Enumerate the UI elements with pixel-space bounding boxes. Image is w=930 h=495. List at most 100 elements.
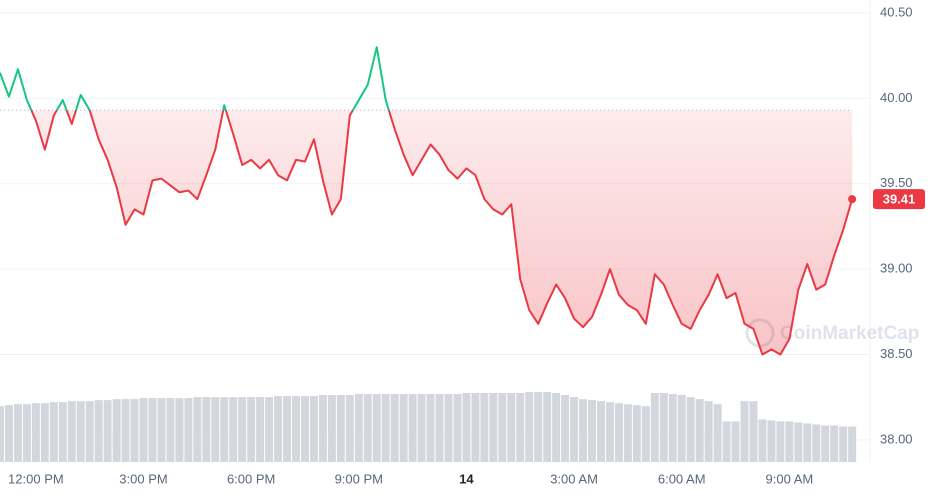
volume-bar: [94, 400, 103, 462]
volume-bar: [318, 395, 327, 462]
volume-bar: [390, 394, 399, 462]
volume-bar: [803, 423, 812, 462]
volume-bar: [713, 404, 722, 462]
volume-bar: [417, 394, 426, 462]
volume-bar: [309, 396, 318, 462]
volume-bar: [453, 394, 462, 462]
volume-bar: [211, 397, 220, 462]
volume-bar: [426, 394, 435, 462]
volume-bar: [229, 397, 238, 462]
volume-bar: [695, 399, 704, 462]
volume-bar: [471, 393, 480, 462]
volume-bar: [220, 397, 229, 462]
volume-bar: [794, 422, 803, 462]
volume-bar: [605, 402, 614, 462]
volume-bar: [507, 393, 516, 462]
volume-bar: [480, 393, 489, 462]
volume-bar: [641, 406, 650, 462]
volume-bar: [758, 419, 767, 462]
volume-bar: [58, 402, 67, 462]
volume-bar: [354, 394, 363, 462]
volume-bar: [659, 393, 668, 462]
volume-bar: [292, 396, 300, 462]
volume-bar: [327, 395, 336, 462]
price-badge: [873, 189, 925, 210]
volume-bar: [121, 399, 130, 462]
volume-bar: [345, 395, 354, 462]
volume-bar: [623, 404, 632, 462]
x-tick-label: 6:00 PM: [227, 471, 275, 486]
volume-bar: [650, 393, 659, 462]
volume-bar: [498, 393, 507, 462]
volume-bar: [722, 421, 731, 462]
volume-bar: [821, 425, 830, 462]
price-line: [0, 46, 854, 356]
volume-bar: [534, 392, 543, 462]
volume-bar: [31, 403, 40, 462]
volume-bar: [668, 394, 677, 462]
volume-bar: [525, 392, 534, 462]
volume-bar: [731, 421, 740, 462]
y-tick-label: 38.50: [880, 346, 913, 361]
volume-bar: [112, 399, 121, 462]
watermark-text: CoinMarketCap: [780, 323, 919, 344]
volume-bar: [193, 397, 202, 462]
x-tick-label: 6:00 AM: [658, 471, 706, 486]
x-tick-label: 3:00 PM: [119, 471, 167, 486]
volume-bar: [184, 398, 193, 462]
volume-bar: [76, 401, 85, 462]
volume-bar: [85, 401, 94, 462]
volume-bar: [740, 401, 749, 462]
volume-bar: [767, 420, 776, 462]
x-tick-label: 14: [459, 471, 474, 486]
volume-bar: [444, 394, 453, 462]
volume-bar: [614, 403, 623, 462]
volume-bar: [300, 396, 309, 462]
volume-bar: [175, 398, 184, 462]
y-tick-label: 38.00: [880, 431, 913, 446]
volume-bar: [489, 393, 498, 462]
volume-bar: [597, 401, 605, 462]
volume-bar: [552, 393, 561, 462]
last-point: [848, 195, 857, 204]
volume-bar: [399, 394, 408, 462]
x-tick-label: 3:00 AM: [550, 471, 598, 486]
volume-bar: [704, 401, 713, 462]
volume-bar: [67, 401, 76, 462]
volume-bar: [247, 397, 256, 462]
volume-bar: [381, 394, 390, 462]
volume-bar: [830, 425, 839, 462]
volume-bar: [785, 421, 794, 462]
volume-bar: [103, 400, 112, 462]
volume-bar: [632, 405, 641, 462]
volume-bar: [265, 397, 274, 462]
volume-bar: [839, 426, 848, 462]
volume-bar: [561, 395, 570, 462]
volume-bar: [579, 399, 588, 462]
volume-bar: [139, 398, 148, 462]
y-tick-label: 40.00: [880, 90, 913, 105]
volume-bar: [776, 421, 785, 462]
volume-bar: [0, 406, 4, 462]
y-tick-label: 39.00: [880, 261, 913, 276]
volume-bar: [256, 397, 265, 462]
volume-bar: [22, 404, 31, 462]
volume-bar: [336, 395, 345, 462]
volume-bar: [49, 402, 58, 462]
volume-bar: [202, 397, 211, 462]
volume-bar: [363, 394, 372, 462]
volume-bar: [238, 397, 247, 462]
volume-bar: [677, 395, 686, 462]
volume-bar: [166, 398, 175, 462]
volume-bar: [283, 396, 292, 462]
volume-bar: [588, 400, 597, 462]
x-tick-label: 12:00 PM: [8, 471, 64, 486]
volume-bar: [13, 404, 22, 462]
x-tick-label: 9:00 AM: [766, 471, 814, 486]
volume-bar: [274, 396, 283, 462]
volume-bar: [543, 392, 552, 462]
volume-bar: [372, 394, 381, 462]
volume-bar: [812, 424, 821, 462]
volume-bar: [435, 394, 444, 462]
